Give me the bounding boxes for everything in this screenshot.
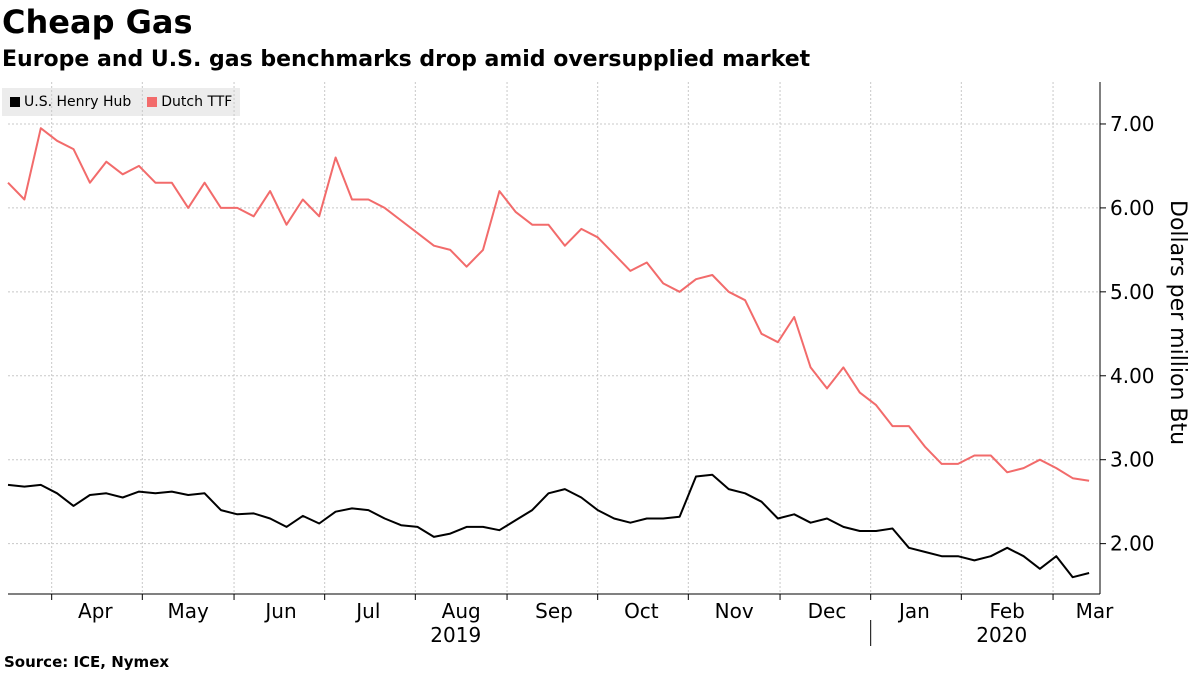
legend-item-henry-hub: U.S. Henry Hub: [10, 94, 131, 110]
x-tick-label-month: Nov: [715, 599, 754, 623]
chart-title: Cheap Gas: [2, 3, 193, 41]
x-tick-label-month: Apr: [78, 599, 113, 623]
x-tick-label-month: Aug: [442, 599, 481, 623]
legend-swatch-dutch-ttf: [147, 97, 158, 107]
x-tick-label-month: Oct: [624, 599, 659, 623]
y-tick-label: 3.00: [1110, 448, 1155, 472]
legend-label-henry-hub: U.S. Henry Hub: [24, 94, 132, 110]
x-tick-label-month: Jun: [263, 599, 296, 623]
x-tick-label-month: Mar: [1076, 599, 1115, 623]
series-line-henry-hub: [7, 473, 1090, 579]
x-tick-label-year: 2020: [976, 623, 1027, 647]
chart-subtitle: Europe and U.S. gas benchmarks drop amid…: [2, 47, 811, 72]
legend: U.S. Henry Hub Dutch TTF: [2, 88, 241, 116]
x-tick-label-month: Jan: [897, 599, 930, 623]
legend-swatch-henry-hub: [10, 97, 20, 107]
legend-item-dutch-ttf: Dutch TTF: [147, 94, 232, 110]
y-tick-label: 7.00: [1110, 112, 1155, 136]
series-line-dutch-ttf: [7, 127, 1090, 482]
x-tick-label-year: 2019: [430, 623, 481, 647]
y-tick-label: 5.00: [1110, 280, 1155, 304]
x-tick-label-month: Feb: [989, 599, 1024, 623]
x-tick-label-month: Sep: [535, 599, 573, 623]
y-tick-label: 6.00: [1110, 196, 1155, 220]
legend-label-dutch-ttf: Dutch TTF: [161, 94, 233, 110]
y-axis-label: Dollars per million Btu: [1165, 200, 1190, 446]
x-tick-label-month: Jul: [354, 599, 380, 623]
y-tick-label: 2.00: [1110, 532, 1155, 556]
y-tick-label: 4.00: [1110, 364, 1155, 388]
source-note: Source: ICE, Nymex: [4, 653, 170, 671]
x-tick-label-month: Dec: [808, 599, 847, 623]
x-tick-label-month: May: [168, 599, 210, 623]
